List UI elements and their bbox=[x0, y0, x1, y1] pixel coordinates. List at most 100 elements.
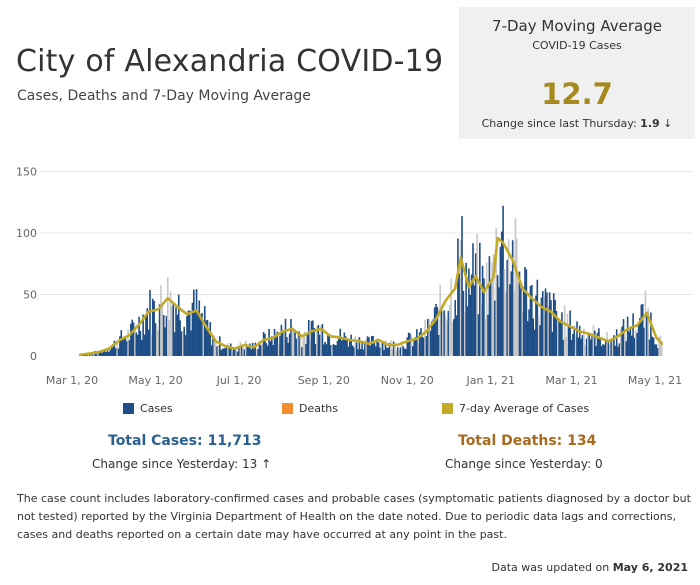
case-bar bbox=[223, 348, 225, 356]
case-bar bbox=[644, 290, 647, 356]
case-bar bbox=[217, 345, 220, 356]
legend-item-deaths[interactable]: Deaths bbox=[282, 402, 338, 415]
case-bar bbox=[632, 313, 634, 356]
case-bar bbox=[462, 290, 465, 356]
case-bar bbox=[180, 331, 183, 356]
case-bar bbox=[480, 303, 482, 356]
case-bar bbox=[619, 328, 622, 356]
case-bar bbox=[318, 334, 321, 356]
case-bar bbox=[429, 330, 432, 356]
case-bar bbox=[422, 337, 425, 356]
case-bar bbox=[108, 352, 110, 356]
case-bar bbox=[93, 353, 95, 356]
case-bar bbox=[153, 300, 155, 356]
case-bar bbox=[281, 332, 284, 356]
case-bar bbox=[607, 342, 610, 356]
case-bar bbox=[636, 332, 639, 356]
case-bar bbox=[193, 289, 195, 356]
case-bar bbox=[424, 319, 426, 356]
case-bar bbox=[448, 305, 451, 356]
case-bar bbox=[299, 334, 302, 356]
case-bar bbox=[272, 345, 274, 356]
x-tick-label: May 1, 20 bbox=[128, 374, 182, 387]
case-bar bbox=[655, 344, 658, 356]
case-bar bbox=[443, 310, 446, 356]
case-bar bbox=[472, 243, 474, 356]
case-bar bbox=[301, 347, 303, 356]
case-bar bbox=[324, 341, 326, 356]
x-tick-label: Jul 1, 20 bbox=[216, 374, 262, 387]
case-bar bbox=[357, 349, 359, 356]
kpi-title: 7-Day Moving Average bbox=[492, 17, 662, 35]
case-bar bbox=[628, 331, 630, 356]
legend-item-avg[interactable]: 7-day Average of Cases bbox=[442, 402, 589, 415]
case-bar bbox=[321, 323, 324, 356]
case-bar bbox=[303, 331, 306, 356]
case-bar bbox=[654, 344, 656, 356]
legend-item-cases[interactable]: Cases bbox=[123, 402, 173, 415]
case-bar bbox=[394, 342, 396, 356]
case-bar bbox=[320, 325, 322, 356]
case-bar bbox=[156, 326, 158, 356]
case-bar bbox=[202, 323, 205, 356]
case-bar bbox=[355, 342, 358, 356]
case-bar bbox=[488, 256, 491, 356]
case-bar bbox=[499, 246, 502, 356]
case-bar bbox=[618, 343, 621, 356]
case-bar bbox=[364, 343, 366, 356]
case-bar bbox=[407, 332, 410, 356]
y-tick-label: 150 bbox=[16, 166, 37, 179]
case-bar bbox=[195, 289, 198, 356]
page-title: City of Alexandria COVID-19 bbox=[16, 44, 444, 79]
case-bar bbox=[552, 293, 555, 356]
chart-bars bbox=[79, 205, 663, 356]
y-tick-label: 0 bbox=[30, 350, 37, 363]
case-bar bbox=[451, 321, 454, 356]
case-bar bbox=[489, 282, 492, 356]
case-bar bbox=[617, 346, 619, 356]
case-bar bbox=[342, 338, 344, 356]
case-bar bbox=[125, 341, 128, 356]
case-bar bbox=[640, 304, 643, 356]
case-bar bbox=[645, 313, 648, 356]
case-bar bbox=[221, 348, 224, 356]
case-bar bbox=[521, 312, 524, 356]
case-bar bbox=[537, 315, 540, 356]
case-bar bbox=[136, 334, 139, 356]
case-bar bbox=[302, 336, 305, 356]
chart-axes: 0 50 100 150 Mar 1, 20 May 1, 20 Jul 1, 20 Sep … bbox=[16, 166, 682, 388]
case-bar bbox=[602, 344, 604, 356]
chart-grid bbox=[40, 171, 692, 295]
case-bar bbox=[383, 350, 385, 356]
case-bar bbox=[194, 312, 196, 356]
case-bar bbox=[176, 314, 179, 356]
case-bar bbox=[466, 306, 469, 356]
case-bar bbox=[474, 253, 477, 356]
case-bar bbox=[235, 349, 238, 356]
case-bar bbox=[380, 343, 383, 356]
case-bar bbox=[437, 334, 440, 356]
case-bar bbox=[314, 343, 317, 356]
case-bar bbox=[369, 345, 372, 356]
case-bar bbox=[436, 306, 439, 356]
case-bar bbox=[570, 339, 573, 356]
case-bar bbox=[340, 340, 343, 356]
case-bar bbox=[240, 346, 243, 356]
case-bar bbox=[234, 349, 236, 356]
case-bar bbox=[203, 306, 206, 356]
case-bar bbox=[354, 335, 357, 356]
case-bar bbox=[171, 306, 173, 356]
case-bar bbox=[201, 313, 203, 356]
case-bar bbox=[247, 347, 250, 356]
case-bar bbox=[600, 346, 603, 356]
case-bar bbox=[210, 345, 213, 356]
case-bar bbox=[162, 315, 165, 356]
case-bar bbox=[329, 345, 332, 356]
case-bar bbox=[539, 325, 541, 356]
case-bar bbox=[276, 331, 279, 356]
case-bar bbox=[164, 327, 166, 356]
case-bar bbox=[515, 238, 518, 356]
case-bar bbox=[288, 333, 291, 356]
case-bar bbox=[225, 345, 228, 356]
case-bar bbox=[392, 341, 395, 356]
